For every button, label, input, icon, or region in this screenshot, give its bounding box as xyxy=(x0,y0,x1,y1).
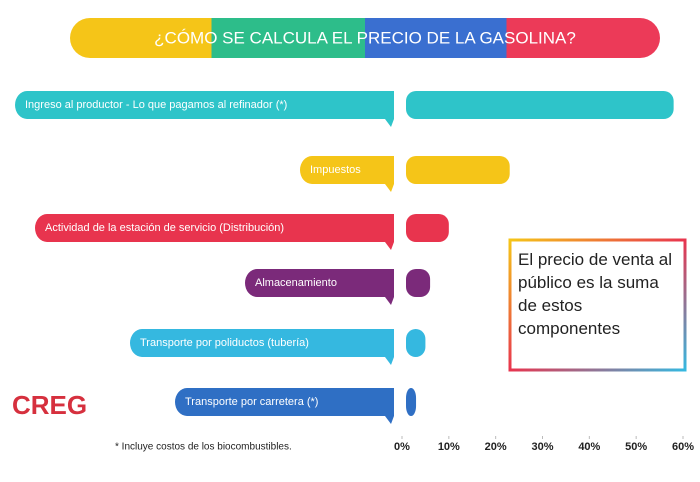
bar xyxy=(406,214,449,242)
bar xyxy=(406,329,426,357)
footnote: * Incluye costos de los biocombustibles. xyxy=(115,442,292,453)
x-tick-label: 0% xyxy=(394,441,410,453)
label-bubble xyxy=(15,91,394,127)
title-banner xyxy=(70,18,660,58)
label-bubble xyxy=(300,156,394,192)
label-bubble xyxy=(130,329,394,365)
x-tick-label: 50% xyxy=(625,441,647,453)
annotation-box xyxy=(508,238,687,372)
x-tick-label: 10% xyxy=(438,441,460,453)
logo: CREG xyxy=(12,390,87,420)
chart-title: ¿CÓMO SE CALCULA EL PRECIO DE LA GASOLIN… xyxy=(154,28,576,47)
annotation: El precio de venta al público es la suma… xyxy=(518,250,673,338)
bar xyxy=(406,269,431,297)
bar xyxy=(406,156,510,184)
category-label: Transporte por poliductos (tubería) xyxy=(140,337,309,349)
category-label: Ingreso al productor - Lo que pagamos al… xyxy=(25,99,287,111)
category-label: Impuestos xyxy=(310,164,361,176)
label-bubble xyxy=(245,269,394,305)
x-tick-label: 40% xyxy=(578,441,600,453)
x-tick-label: 20% xyxy=(485,441,507,453)
label-bubble xyxy=(175,388,394,424)
category-label: Almacenamiento xyxy=(255,277,337,289)
x-tick-label: 30% xyxy=(531,441,553,453)
bar xyxy=(406,91,674,119)
annotation-text: El precio de venta al público es la suma… xyxy=(518,250,673,338)
category-label: Transporte por carretera (*) xyxy=(185,396,318,408)
category-label: Actividad de la estación de servicio (Di… xyxy=(45,222,284,234)
label-bubble xyxy=(35,214,394,250)
bar xyxy=(406,388,417,416)
x-tick-label: 60% xyxy=(672,441,694,453)
